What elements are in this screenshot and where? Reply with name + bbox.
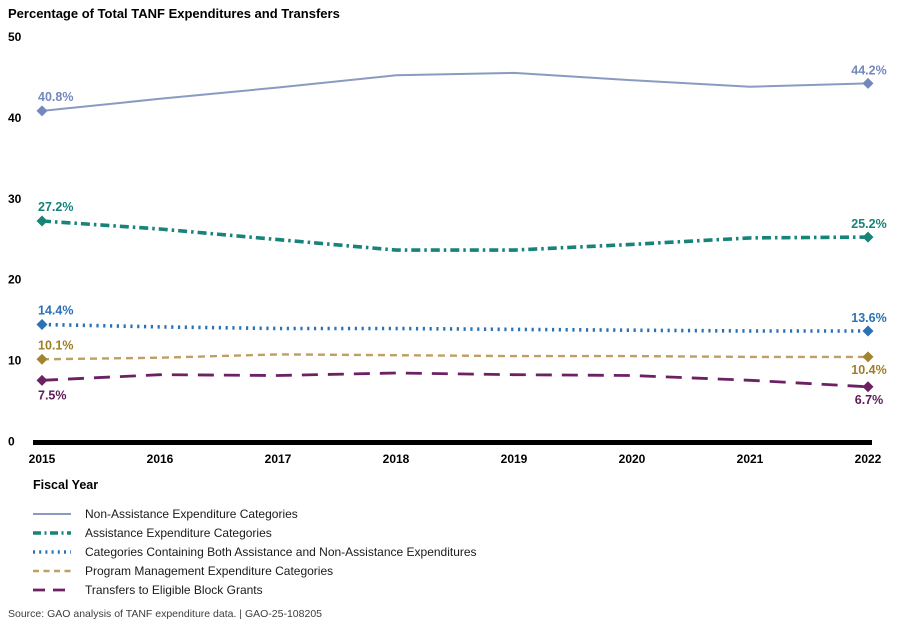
data-point-marker — [36, 215, 48, 227]
legend-item: Assistance Expenditure Categories — [32, 523, 477, 542]
x-tick-label: 2022 — [855, 452, 882, 466]
y-tick-label: 30 — [8, 192, 22, 206]
series-end-label: 6.7% — [855, 393, 884, 407]
line-chart: 0 10 20 30 40 50 2015 2016 2017 2018 2019 2020 2021 2… — [8, 30, 887, 466]
series-end-label: 44.2% — [851, 63, 886, 77]
series-start-label: 27.2% — [38, 200, 73, 214]
chart-title: Percentage of Total TANF Expenditures an… — [8, 6, 340, 21]
data-point-marker — [862, 77, 874, 89]
data-point-marker — [862, 381, 874, 393]
legend-swatch-dashed-line — [33, 569, 71, 572]
series-line — [41, 353, 868, 361]
legend-swatch-dotted-line — [33, 549, 71, 554]
legend-label: Categories Containing Both Assistance an… — [85, 544, 477, 559]
data-point-marker — [36, 374, 48, 386]
series-line — [41, 71, 869, 112]
series-line — [41, 371, 869, 389]
series-start-label: 40.8% — [38, 90, 73, 104]
legend-label: Transfers to Eligible Block Grants — [85, 582, 263, 597]
legend-item: Transfers to Eligible Block Grants — [32, 580, 477, 599]
y-tick-label: 40 — [8, 111, 22, 125]
series-start-label: 10.1% — [38, 338, 73, 352]
legend-swatch-dashdot-line — [33, 530, 71, 535]
legend-item: Non-Assistance Expenditure Categories — [32, 504, 477, 523]
y-tick-label: 50 — [8, 30, 22, 44]
x-tick-label: 2017 — [265, 452, 292, 466]
x-axis-title: Fiscal Year — [33, 478, 99, 492]
legend-label: Non-Assistance Expenditure Categories — [85, 506, 298, 521]
legend-item: Categories Containing Both Assistance an… — [32, 542, 477, 561]
series-start-label: 14.4% — [38, 304, 73, 318]
data-point-marker — [36, 319, 48, 331]
x-tick-label: 2021 — [737, 452, 764, 466]
data-point-marker — [862, 351, 874, 363]
y-tick-label: 10 — [8, 354, 22, 368]
data-point-marker — [862, 231, 874, 243]
legend: Non-Assistance Expenditure Categories Ass… — [32, 504, 477, 599]
x-tick-label: 2016 — [147, 452, 174, 466]
x-tick-label: 2020 — [619, 452, 646, 466]
data-point-marker — [862, 325, 874, 337]
series-end-label: 10.4% — [851, 363, 886, 377]
legend-label: Assistance Expenditure Categories — [85, 525, 272, 540]
x-tick-label: 2015 — [29, 452, 56, 466]
series-start-label: 7.5% — [38, 388, 67, 402]
y-tick-label: 20 — [8, 273, 22, 287]
series-line — [41, 322, 868, 333]
data-point-marker — [36, 353, 48, 365]
source-note: Source: GAO analysis of TANF expenditure… — [8, 608, 323, 620]
series-end-label: 13.6% — [851, 311, 886, 325]
series-line — [41, 219, 869, 252]
x-tick-label: 2018 — [383, 452, 410, 466]
legend-swatch-longdash-line — [33, 588, 71, 591]
legend-label: Program Management Expenditure Categorie… — [85, 563, 334, 578]
legend-swatch-solid-line — [33, 512, 71, 515]
legend-item: Program Management Expenditure Categorie… — [32, 561, 477, 580]
data-point-marker — [36, 105, 48, 117]
x-tick-label: 2019 — [501, 452, 528, 466]
y-tick-label: 0 — [8, 435, 15, 449]
series-end-label: 25.2% — [851, 217, 886, 231]
